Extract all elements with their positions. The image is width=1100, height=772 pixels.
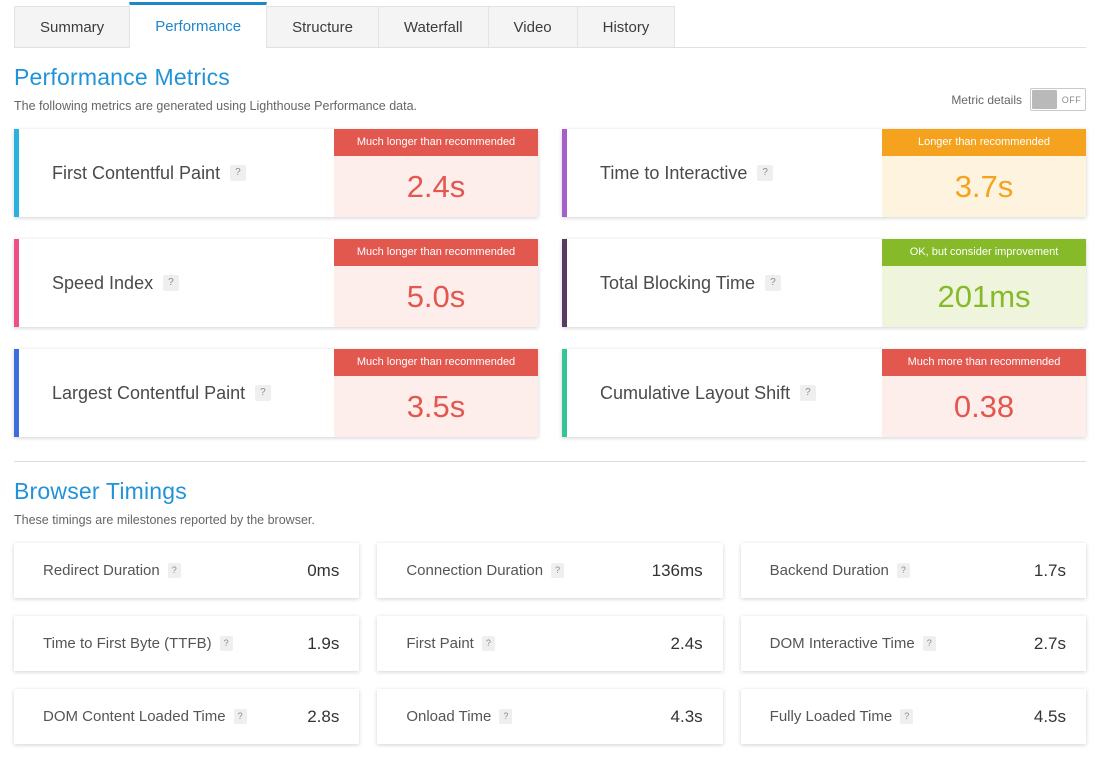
timing-card-dom-content-loaded-time: DOM Content Loaded Time ? 2.8s xyxy=(14,689,360,744)
metric-value: 3.7s xyxy=(882,156,1086,217)
timing-card-time-to-first-byte: Time to First Byte (TTFB) ? 1.9s xyxy=(14,616,360,671)
timing-card-first-paint: First Paint ? 2.4s xyxy=(377,616,723,671)
status-badge: Longer than recommended xyxy=(882,129,1086,156)
timing-value: 2.7s xyxy=(1033,633,1066,653)
tab-summary[interactable]: Summary xyxy=(14,6,131,47)
timing-label: DOM Content Loaded Time xyxy=(43,708,226,725)
timing-label: First Paint xyxy=(406,635,474,652)
help-icon[interactable]: ? xyxy=(481,636,495,651)
help-icon[interactable]: ? xyxy=(922,636,936,651)
timing-card-fully-loaded-time: Fully Loaded Time ? 4.5s xyxy=(740,689,1086,744)
performance-metrics-header: Performance Metrics The following metric… xyxy=(14,64,1086,113)
timing-value: 1.9s xyxy=(307,633,340,653)
metric-label: Largest Contentful Paint xyxy=(52,382,246,403)
timing-value: 136ms xyxy=(651,560,703,580)
accent-bar xyxy=(562,239,567,327)
performance-metrics-subtitle: The following metrics are generated usin… xyxy=(14,99,418,113)
timing-value: 4.5s xyxy=(1033,706,1066,726)
status-badge: Much longer than recommended xyxy=(334,239,538,266)
accent-bar xyxy=(14,239,19,327)
help-icon[interactable]: ? xyxy=(233,709,247,724)
accent-bar xyxy=(14,349,19,437)
accent-bar xyxy=(562,349,567,437)
accent-bar xyxy=(562,129,567,217)
tab-performance[interactable]: Performance xyxy=(129,2,268,48)
help-icon[interactable]: ? xyxy=(230,165,246,181)
metric-value: 201ms xyxy=(882,266,1086,327)
toggle-state: OFF xyxy=(1061,94,1082,105)
metric-label: First Contentful Paint xyxy=(52,162,221,183)
status-badge: Much more than recommended xyxy=(882,349,1086,376)
metric-label: Speed Index xyxy=(52,272,154,293)
browser-timings-subtitle: These timings are milestones reported by… xyxy=(14,513,315,527)
metric-card-total-blocking-time: Total Blocking Time ? OK, but consider i… xyxy=(562,239,1086,327)
metric-details-toggle[interactable]: OFF xyxy=(1030,88,1086,111)
timing-card-onload-time: Onload Time ? 4.3s xyxy=(377,689,723,744)
timing-label: Onload Time xyxy=(406,708,492,725)
help-icon[interactable]: ? xyxy=(896,563,910,578)
metric-card-largest-contentful-paint: Largest Contentful Paint ? Much longer t… xyxy=(14,349,538,437)
metric-card-grid: First Contentful Paint ? Much longer tha… xyxy=(14,129,1086,437)
metric-details-label: Metric details xyxy=(951,92,1022,107)
timing-label: Fully Loaded Time xyxy=(769,708,893,725)
timing-label: Time to First Byte (TTFB) xyxy=(43,635,212,652)
timing-value: 2.4s xyxy=(670,633,703,653)
tab-waterfall[interactable]: Waterfall xyxy=(377,6,489,47)
metric-label: Cumulative Layout Shift xyxy=(600,382,791,403)
metric-card-cumulative-layout-shift: Cumulative Layout Shift ? Much more than… xyxy=(562,349,1086,437)
help-icon[interactable]: ? xyxy=(900,709,914,724)
help-icon[interactable]: ? xyxy=(255,385,271,401)
timing-value: 0ms xyxy=(307,560,340,580)
help-icon[interactable]: ? xyxy=(219,636,233,651)
help-icon[interactable]: ? xyxy=(499,709,513,724)
browser-timings-grid: Redirect Duration ? 0ms Connection Durat… xyxy=(14,543,1086,744)
metric-label: Time to Interactive xyxy=(600,162,748,183)
timing-value: 4.3s xyxy=(670,706,703,726)
metric-value: 3.5s xyxy=(334,376,538,437)
help-icon[interactable]: ? xyxy=(163,275,179,291)
report-tabbar: Summary Performance Structure Waterfall … xyxy=(14,0,1086,48)
status-badge: OK, but consider improvement xyxy=(882,239,1086,266)
metric-value: 0.38 xyxy=(882,376,1086,437)
help-icon[interactable]: ? xyxy=(551,563,565,578)
help-icon[interactable]: ? xyxy=(167,563,181,578)
metric-details-toggle-group: Metric details OFF xyxy=(951,88,1086,111)
section-divider xyxy=(14,461,1086,462)
metric-card-speed-index: Speed Index ? Much longer than recommend… xyxy=(14,239,538,327)
help-icon[interactable]: ? xyxy=(757,165,773,181)
timing-label: DOM Interactive Time xyxy=(769,635,915,652)
help-icon[interactable]: ? xyxy=(800,385,816,401)
timing-label: Backend Duration xyxy=(769,562,889,579)
status-badge: Much longer than recommended xyxy=(334,129,538,156)
tab-structure[interactable]: Structure xyxy=(266,6,379,47)
tab-video[interactable]: Video xyxy=(487,6,578,47)
tab-history[interactable]: History xyxy=(576,6,676,47)
timing-value: 2.8s xyxy=(307,706,340,726)
metric-value: 2.4s xyxy=(334,156,538,217)
metric-label: Total Blocking Time xyxy=(600,272,756,293)
performance-metrics-title: Performance Metrics xyxy=(14,64,230,90)
toggle-knob-icon xyxy=(1032,90,1057,109)
metric-card-time-to-interactive: Time to Interactive ? Longer than recomm… xyxy=(562,129,1086,217)
timing-card-redirect-duration: Redirect Duration ? 0ms xyxy=(14,543,360,598)
status-badge: Much longer than recommended xyxy=(334,349,538,376)
timing-card-dom-interactive-time: DOM Interactive Time ? 2.7s xyxy=(740,616,1086,671)
browser-timings-title: Browser Timings xyxy=(14,478,187,504)
timing-label: Redirect Duration xyxy=(43,562,160,579)
help-icon[interactable]: ? xyxy=(765,275,781,291)
accent-bar xyxy=(14,129,19,217)
timing-label: Connection Duration xyxy=(406,562,544,579)
timing-card-backend-duration: Backend Duration ? 1.7s xyxy=(740,543,1086,598)
browser-timings-header: Browser Timings These timings are milest… xyxy=(14,478,1086,527)
timing-card-connection-duration: Connection Duration ? 136ms xyxy=(377,543,723,598)
metric-card-first-contentful-paint: First Contentful Paint ? Much longer tha… xyxy=(14,129,538,217)
timing-value: 1.7s xyxy=(1033,560,1066,580)
metric-value: 5.0s xyxy=(334,266,538,327)
